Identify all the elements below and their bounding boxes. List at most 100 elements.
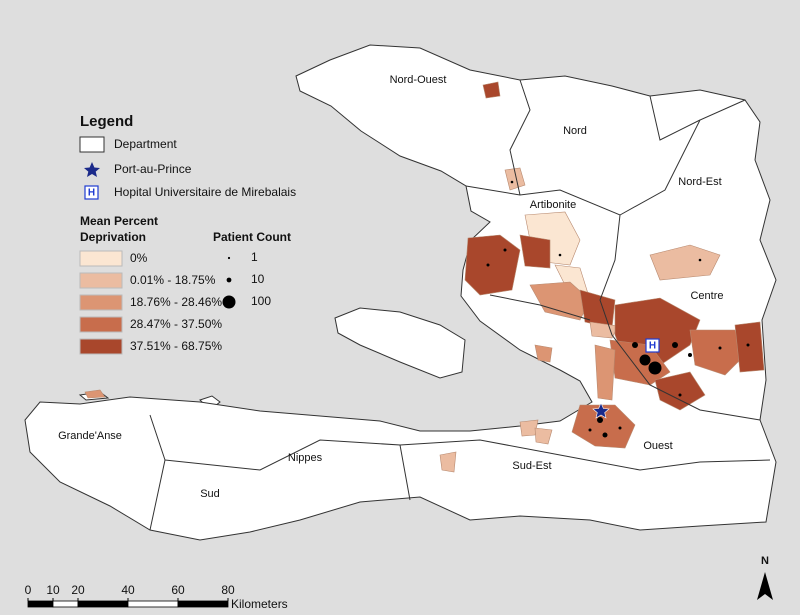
island-gonave bbox=[334, 307, 466, 379]
legend-hospital-icon-label: H bbox=[88, 188, 95, 199]
patient-dot bbox=[639, 354, 651, 366]
scale-segment bbox=[127, 600, 179, 608]
patient-dot bbox=[510, 180, 514, 184]
deprivation-label: 18.76% - 28.46% bbox=[130, 295, 222, 309]
department-label: Ouest bbox=[643, 440, 672, 452]
scale-tick-label: 40 bbox=[121, 583, 135, 597]
deprivation-label: 28.47% - 37.50% bbox=[130, 317, 222, 331]
patient-dot bbox=[558, 253, 562, 257]
commune bbox=[534, 427, 553, 445]
department-label: Nord bbox=[563, 125, 587, 137]
patient-count-symbol bbox=[222, 295, 236, 309]
patient-dot bbox=[698, 258, 702, 262]
scale-tick-label: 60 bbox=[171, 583, 185, 597]
patient-count-symbol bbox=[226, 277, 232, 283]
scale-tick-label: 10 bbox=[46, 583, 60, 597]
patient-dot bbox=[672, 342, 678, 348]
department-border bbox=[599, 214, 761, 421]
scale-tick-label: 20 bbox=[71, 583, 85, 597]
deprivation-title: Mean Percent bbox=[80, 214, 158, 228]
department-border bbox=[489, 294, 591, 321]
patient-count-label: 1 bbox=[251, 250, 258, 264]
patient-dot bbox=[718, 346, 722, 350]
scale-unit: Kilometers bbox=[231, 597, 288, 611]
department-label: Artibonite bbox=[530, 199, 576, 211]
legend-capital-icon bbox=[84, 162, 100, 177]
patient-dot bbox=[618, 426, 622, 430]
patient-count-title: Patient Count bbox=[213, 230, 291, 244]
capital-marker bbox=[592, 402, 610, 419]
patient-dots bbox=[486, 180, 750, 438]
legend-title: Legend bbox=[80, 113, 133, 130]
commune bbox=[571, 404, 636, 449]
commune bbox=[439, 451, 457, 473]
deprivation-swatch bbox=[79, 272, 123, 289]
legend-capital-label: Port-au-Prince bbox=[114, 162, 192, 176]
deprivation-legend: Mean Percent Deprivation 0% 0.01% - 18.75% 1… bbox=[79, 214, 222, 355]
patient-dot bbox=[632, 342, 638, 348]
patient-count-label: 100 bbox=[251, 294, 271, 308]
deprivation-label: 0% bbox=[130, 251, 148, 265]
department-border bbox=[164, 439, 411, 501]
department-border bbox=[649, 95, 701, 141]
department-label: Nord-Est bbox=[678, 176, 721, 188]
scale-segment bbox=[52, 600, 79, 608]
commune bbox=[84, 389, 106, 399]
patient-count-label: 10 bbox=[251, 272, 265, 286]
commune bbox=[649, 244, 721, 281]
commune bbox=[594, 344, 616, 401]
deprivation-swatch bbox=[79, 294, 123, 311]
deprivation-swatch bbox=[79, 250, 123, 267]
department-label: Sud-Est bbox=[512, 460, 551, 472]
commune bbox=[504, 167, 526, 191]
commune bbox=[464, 234, 521, 296]
north-arrow bbox=[757, 572, 773, 600]
department-label: Sud bbox=[200, 488, 220, 500]
deprivation-label: 37.51% - 68.75% bbox=[130, 339, 222, 353]
legend-department-label: Department bbox=[114, 137, 177, 151]
patient-count-symbol bbox=[227, 256, 231, 260]
department-label: Nippes bbox=[288, 452, 323, 464]
scale-tick-label: 80 bbox=[221, 583, 235, 597]
patient-dot bbox=[486, 263, 490, 267]
patient-dot bbox=[602, 432, 608, 438]
deprivation-swatch bbox=[79, 316, 123, 333]
legend-hospital-label: Hopital Universitaire de Mirebalais bbox=[114, 185, 296, 199]
deprivation-label: 0.01% - 18.75% bbox=[130, 273, 216, 287]
patient-count-legend: Patient Count 1 10 100 bbox=[213, 230, 291, 309]
department-labels: Nord-Ouest Nord Nord-Est Artibonite Centre Ou… bbox=[58, 74, 723, 500]
commune bbox=[519, 234, 551, 269]
deprivation-swatch bbox=[79, 338, 123, 355]
north-label: N bbox=[761, 555, 769, 567]
commune bbox=[654, 371, 706, 411]
legend-hospital-icon bbox=[84, 185, 99, 200]
patient-dot bbox=[503, 248, 507, 252]
scale-segment bbox=[27, 600, 54, 608]
scale-tick-label: 0 bbox=[25, 583, 32, 597]
patient-dot bbox=[688, 353, 692, 357]
deprivation-title: Deprivation bbox=[80, 230, 146, 244]
department-label: Nord-Ouest bbox=[390, 74, 447, 86]
scale-segment bbox=[177, 600, 229, 608]
commune bbox=[482, 81, 501, 99]
hospital-marker bbox=[645, 338, 660, 353]
patient-dot bbox=[588, 428, 592, 432]
commune bbox=[534, 344, 553, 363]
commune bbox=[689, 329, 746, 376]
department-label: Grande'Anse bbox=[58, 430, 122, 442]
commune bbox=[734, 321, 765, 373]
patient-dot bbox=[746, 343, 750, 347]
scale-segment bbox=[77, 600, 129, 608]
patient-dot bbox=[597, 417, 603, 423]
department-label: Centre bbox=[690, 290, 723, 302]
communes bbox=[84, 81, 765, 473]
patient-dot bbox=[678, 393, 682, 397]
department-border bbox=[399, 439, 771, 471]
legend-department-swatch bbox=[79, 136, 105, 153]
hospital-marker-label: H bbox=[649, 341, 656, 352]
department-border bbox=[509, 79, 531, 196]
patient-dot bbox=[648, 361, 662, 375]
commune bbox=[519, 419, 539, 437]
